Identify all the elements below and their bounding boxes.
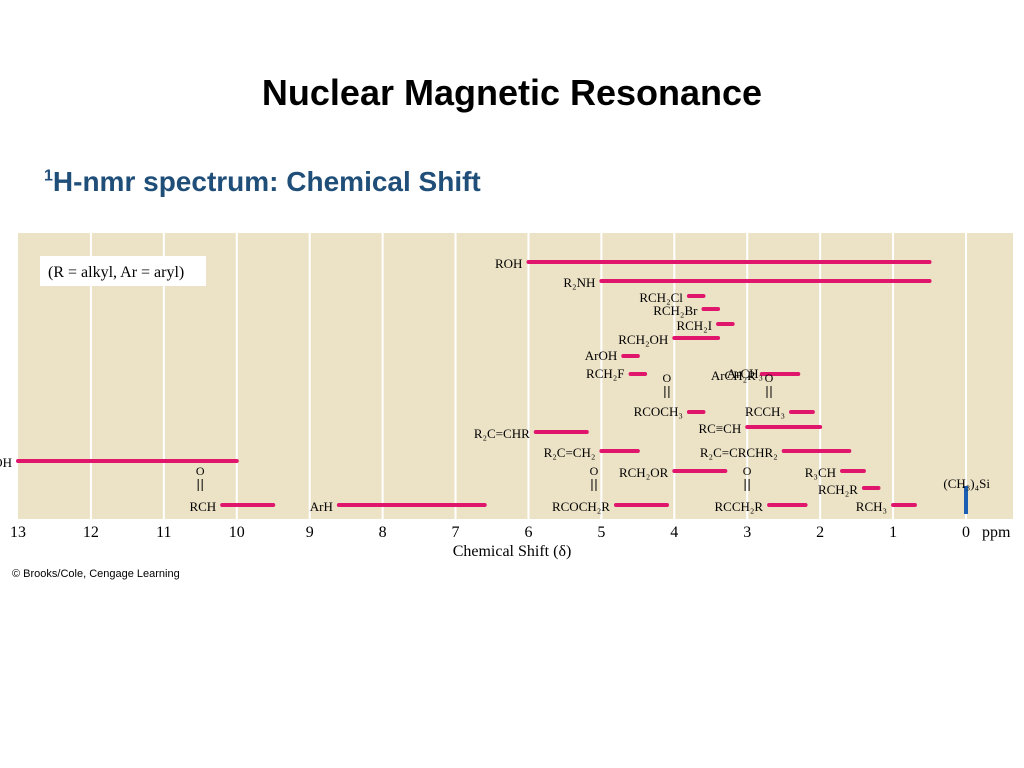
legend-note-box [40, 256, 206, 286]
range-label: RCCH₃ [745, 404, 785, 419]
carbonyl-oxygen-label: O [590, 464, 599, 478]
range-label: ArCH₂R [711, 368, 756, 383]
x-tick-label: 9 [306, 524, 314, 541]
x-tick-label: 0 [962, 524, 970, 541]
x-tick-label: 3 [743, 524, 751, 541]
range-label: RCH₂R [818, 482, 858, 497]
range-label: ArOH [585, 348, 618, 363]
copyright-credit: © Brooks/Cole, Cengage Learning [12, 568, 180, 580]
x-tick-label: 13 [10, 524, 26, 541]
x-tick-label: 10 [229, 524, 245, 541]
range-label: RCH₂OR [619, 465, 669, 480]
range-label: R₂NH [563, 275, 595, 290]
range-label: ArH [310, 499, 333, 514]
range-label: ROH [495, 256, 522, 271]
range-label: RCH₂Br [653, 303, 698, 318]
slide-title: Nuclear Magnetic Resonance [261, 72, 763, 113]
range-label: RCOCH₃ [634, 404, 683, 419]
slide-subtitle: 1H-nmr spectrum: Chemical Shift [44, 166, 481, 198]
x-tick-label: 1 [889, 524, 897, 541]
range-label: RCH [189, 499, 216, 514]
range-label: RCOH [0, 455, 12, 470]
range-label: (CH₃)₄Si [943, 476, 990, 491]
x-tick-label: 7 [452, 524, 460, 541]
carbonyl-oxygen-label: O [196, 464, 205, 478]
x-axis-label: Chemical Shift (δ) [453, 543, 572, 560]
range-label: R₂C=CH₂ [544, 445, 596, 460]
subtitle-superscript: 1 [44, 167, 53, 185]
range-label: R₃CH [805, 465, 836, 480]
legend-note-text: (R = alkyl, Ar = aryl) [48, 264, 184, 281]
range-label: RCOCH₂R [552, 499, 610, 514]
x-axis-unit: ppm [982, 524, 1011, 541]
subtitle-text: H-nmr spectrum: Chemical Shift [52, 166, 481, 197]
carbonyl-oxygen-label: O [765, 371, 774, 385]
x-tick-label: 6 [524, 524, 532, 541]
range-label: R₂C=CHR [474, 426, 530, 441]
carbonyl-oxygen-label: O [663, 371, 672, 385]
range-label: RCH₂I [676, 318, 712, 333]
range-label: RCH₃ [856, 499, 887, 514]
range-label: RCCH₂R [714, 499, 763, 514]
range-label: RCH₂F [586, 366, 625, 381]
carbonyl-oxygen-label: O [0, 420, 1, 434]
x-tick-label: 4 [670, 524, 678, 541]
chemical-shift-chart: (R = alkyl, Ar = aryl) ROHR₂NHRCH₂ClRCH₂… [0, 233, 1013, 560]
range-label: RCH₂OH [618, 332, 668, 347]
x-tick-label: 5 [597, 524, 605, 541]
x-axis-ticks: 13 12 11 10 9 8 7 6 5 4 3 2 1 0 [10, 524, 970, 541]
x-tick-label: 11 [156, 524, 171, 541]
carbonyl-oxygen-label: O [743, 464, 752, 478]
range-label: R₂C=CRCHR₂ [700, 445, 778, 460]
x-tick-label: 12 [83, 524, 99, 541]
legend-note: (R = alkyl, Ar = aryl) [40, 256, 206, 286]
x-tick-label: 8 [379, 524, 387, 541]
range-label: RC≡CH [698, 421, 741, 436]
chart-bars [16, 260, 968, 514]
x-tick-label: 2 [816, 524, 824, 541]
range-label: ArCH₃ [727, 366, 763, 381]
range-label: RCH₂Cl [639, 290, 683, 305]
tms-reference-marker [964, 486, 968, 514]
